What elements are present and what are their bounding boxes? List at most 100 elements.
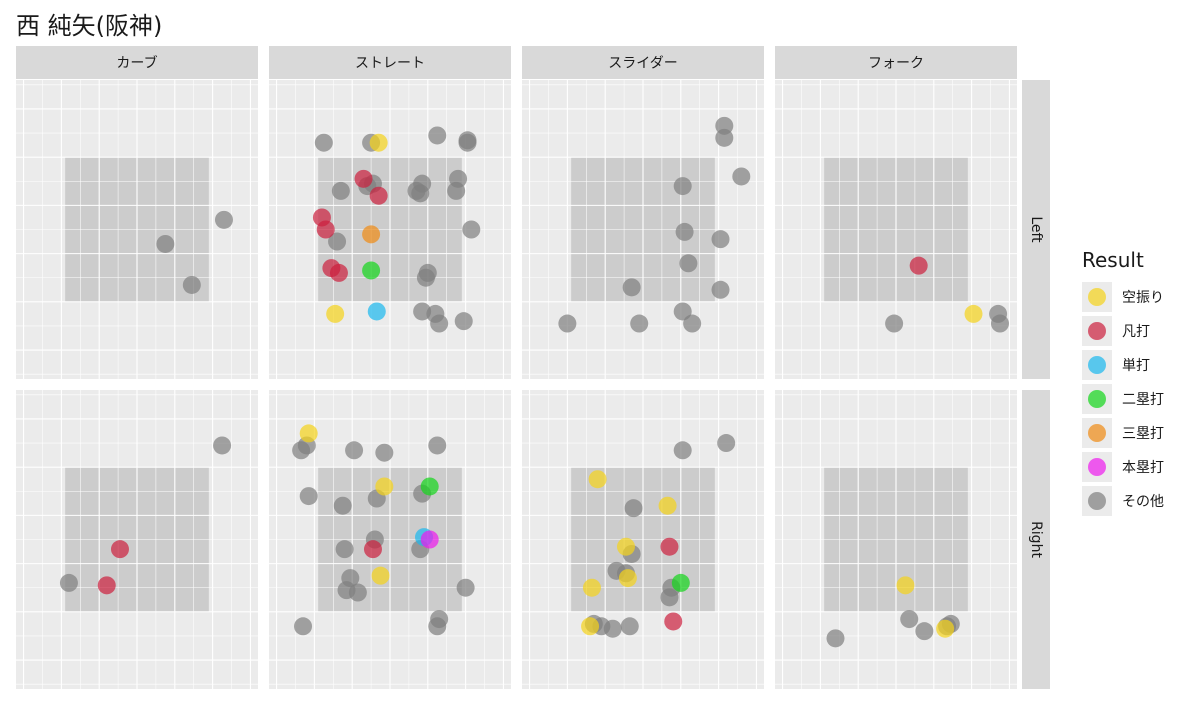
data-point	[603, 619, 622, 638]
data-point	[715, 128, 734, 147]
data-point	[375, 443, 394, 462]
legend-label: 凡打	[1122, 324, 1150, 340]
data-point	[673, 441, 692, 460]
data-point	[909, 256, 928, 275]
data-point	[582, 578, 601, 597]
facet-strip-col	[16, 46, 258, 79]
legend-items: 空振り凡打単打二塁打三塁打本塁打その他	[1082, 280, 1192, 518]
data-point	[826, 629, 845, 648]
data-point	[711, 280, 730, 299]
data-point	[299, 424, 318, 443]
data-point	[456, 578, 475, 597]
legend-item: 三塁打	[1082, 416, 1192, 450]
legend-item: その他	[1082, 484, 1192, 518]
data-point	[354, 169, 373, 188]
data-point	[292, 441, 311, 460]
data-point	[348, 583, 367, 602]
data-point	[416, 268, 435, 287]
data-point	[59, 573, 78, 592]
data-point	[314, 133, 333, 152]
data-point	[329, 263, 348, 282]
data-point	[618, 569, 637, 588]
data-point	[620, 617, 639, 636]
data-point	[732, 167, 751, 186]
data-point	[430, 314, 449, 333]
data-point	[363, 540, 382, 559]
legend-label: その他	[1122, 494, 1164, 510]
data-point	[664, 612, 683, 631]
legend-item: 空振り	[1082, 280, 1192, 314]
data-point	[375, 477, 394, 496]
legend-key	[1082, 384, 1112, 414]
facet-strip-col	[775, 46, 1017, 79]
data-point	[369, 133, 388, 152]
data-point	[214, 210, 233, 229]
facet-label-col: フォーク	[868, 56, 924, 72]
data-point	[558, 314, 577, 333]
data-point	[362, 225, 381, 244]
data-point	[316, 220, 335, 239]
data-point	[458, 133, 477, 152]
legend: Result 空振り凡打単打二塁打三塁打本塁打その他	[1082, 248, 1192, 518]
facet-label-row: Right	[1028, 521, 1044, 558]
legend-item: 凡打	[1082, 314, 1192, 348]
data-point	[294, 617, 313, 636]
legend-swatch	[1088, 492, 1106, 510]
legend-swatch	[1088, 322, 1106, 340]
data-point	[717, 434, 736, 453]
data-point	[454, 312, 473, 331]
facet-strip-row	[1022, 390, 1050, 689]
facet-strip-col	[522, 46, 764, 79]
data-point	[581, 617, 600, 636]
facet-label-col: カーブ	[116, 55, 157, 72]
data-point	[990, 314, 1009, 333]
data-point	[326, 304, 345, 323]
data-point	[335, 540, 354, 559]
scatter-plot: カーブ ストレート スライダー フォーク Left Right	[16, 46, 1050, 689]
data-point	[367, 302, 386, 321]
data-point	[900, 610, 919, 629]
facet-label-col: ストレート	[355, 56, 425, 72]
data-point	[331, 181, 350, 200]
data-point	[345, 441, 364, 460]
data-point	[420, 530, 439, 549]
facet-label-col: スライダー	[608, 56, 677, 72]
legend-swatch	[1088, 288, 1106, 306]
data-point	[371, 566, 390, 585]
data-point	[885, 314, 904, 333]
data-point	[156, 234, 175, 253]
legend-item: 単打	[1082, 348, 1192, 382]
data-point	[369, 186, 388, 205]
data-point	[622, 278, 641, 297]
data-point	[411, 184, 430, 203]
legend-swatch	[1088, 458, 1106, 476]
data-point	[630, 314, 649, 333]
data-point	[624, 499, 643, 518]
data-point	[428, 617, 447, 636]
data-point	[616, 537, 635, 556]
data-point	[660, 588, 679, 607]
facet-strip-row	[1022, 80, 1050, 379]
legend-label: 三塁打	[1122, 426, 1164, 442]
data-point	[675, 222, 694, 241]
legend-key	[1082, 350, 1112, 380]
legend-item: 二塁打	[1082, 382, 1192, 416]
data-point	[711, 230, 730, 249]
data-point	[915, 622, 934, 641]
data-point	[462, 220, 481, 239]
data-point	[936, 619, 955, 638]
legend-swatch	[1088, 424, 1106, 442]
chart-title: 西 純矢(阪神)	[16, 12, 163, 40]
data-point	[896, 576, 915, 595]
legend-title: Result	[1082, 248, 1144, 272]
legend-key	[1082, 486, 1112, 516]
data-point	[679, 254, 698, 273]
data-point	[658, 496, 677, 515]
legend-key	[1082, 282, 1112, 312]
data-point	[964, 304, 983, 323]
data-point	[588, 470, 607, 489]
legend-label: 二塁打	[1122, 392, 1164, 408]
legend-label: 本塁打	[1122, 460, 1164, 476]
data-point	[333, 496, 352, 515]
data-point	[110, 540, 129, 559]
